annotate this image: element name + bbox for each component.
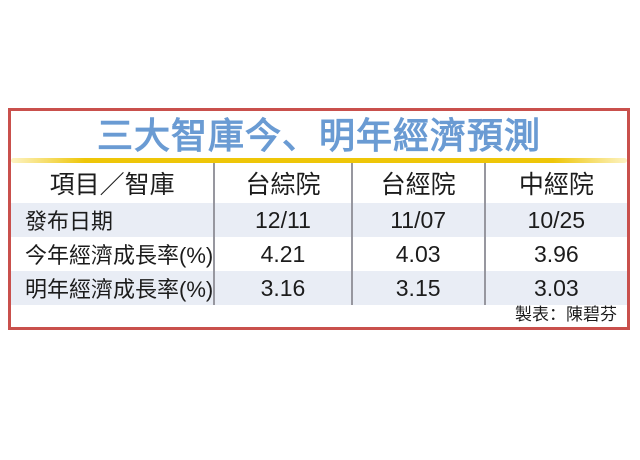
table-header-row: 項目／智庫 台綜院 台經院 中經院: [11, 163, 627, 203]
table-row-release-date: 發布日期 12/11 11/07 10/25: [11, 203, 627, 237]
cell-value: 3.03: [533, 274, 579, 301]
row-label: 今年經濟成長率(%): [11, 237, 216, 271]
row-label: 發布日期: [11, 203, 216, 237]
cell-value: 4.21: [214, 237, 353, 271]
panel-title: 三大智庫今、明年經濟預測: [96, 115, 541, 156]
row-label: 明年經濟成長率(%): [11, 271, 216, 305]
table-credit: 製表：陳碧芬: [515, 305, 617, 324]
table-row-next-year-growth: 明年經濟成長率(%) 3.16 3.15 3.03: [11, 271, 627, 305]
title-underline-rule: [11, 158, 627, 163]
cell-value: 4.03: [351, 237, 486, 271]
header-cell-tri: 台綜院: [214, 163, 353, 203]
header-cell-cier: 中經院: [518, 171, 594, 199]
cell-value: 3.96: [533, 240, 579, 267]
header-cell-tier: 台經院: [351, 163, 486, 203]
cell-value: 3.16: [214, 271, 353, 305]
table-row-this-year-growth: 今年經濟成長率(%) 4.21 4.03 3.96: [11, 237, 627, 271]
header-cell-item: 項目／智庫: [11, 163, 216, 203]
forecast-table: 項目／智庫 台綜院 台經院 中經院 發布日期 12/11 11/07 10/25…: [11, 163, 627, 305]
cell-value: 11/07: [351, 203, 486, 237]
cell-value: 12/11: [214, 203, 353, 237]
cell-value: 3.15: [351, 271, 486, 305]
cell-value: 10/25: [527, 206, 586, 233]
forecast-table-panel: 三大智庫今、明年經濟預測 項目／智庫 台綜院 台經院 中經院 發布日期 12/1…: [8, 108, 630, 330]
